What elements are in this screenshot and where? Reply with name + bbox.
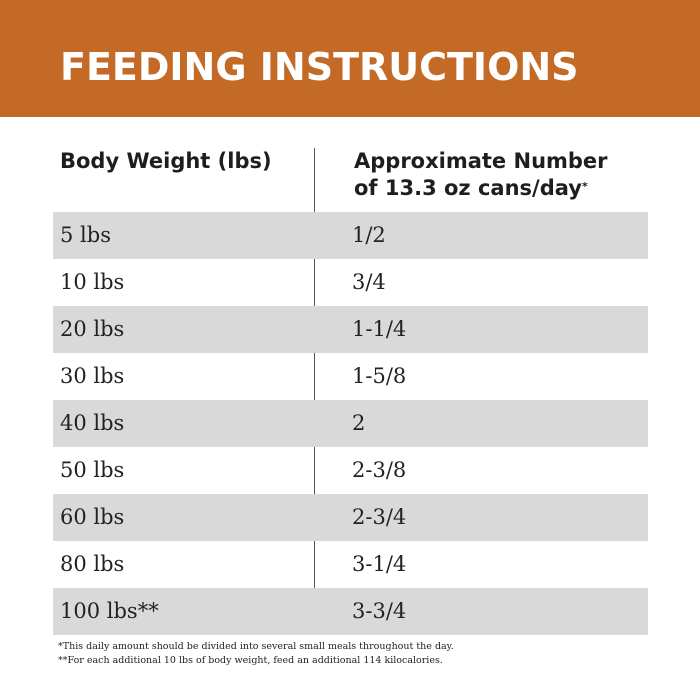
- cell-cans-per-day: 3-3/4: [352, 599, 407, 623]
- page-title: FEEDING INSTRUCTIONS: [60, 45, 579, 89]
- cell-body-weight: 10 lbs: [60, 270, 125, 294]
- column-header-cans-line2: of 13.3 oz cans/day*: [354, 175, 608, 202]
- cell-cans-per-day: 1-5/8: [352, 364, 407, 388]
- footnote-additional-weight: **For each additional 10 lbs of body wei…: [58, 655, 443, 666]
- cell-body-weight: 100 lbs**: [60, 599, 159, 623]
- footnote-daily-amount: *This daily amount should be divided int…: [58, 641, 454, 652]
- cell-cans-per-day: 2-3/8: [352, 458, 407, 482]
- column-header-cans-per-day: Approximate Number of 13.3 oz cans/day*: [354, 148, 608, 202]
- footnote-marker: *: [581, 180, 588, 193]
- cell-body-weight: 30 lbs: [60, 364, 125, 388]
- table-row: 20 lbs 1-1/4: [53, 306, 648, 353]
- cell-body-weight: 5 lbs: [60, 223, 111, 247]
- table-row: 30 lbs 1-5/8: [53, 353, 648, 400]
- table-row: 50 lbs 2-3/8: [53, 447, 648, 494]
- cell-cans-per-day: 3-1/4: [352, 552, 407, 576]
- table-row: 100 lbs** 3-3/4: [53, 588, 648, 635]
- table-row: 60 lbs 2-3/4: [53, 494, 648, 541]
- cell-cans-per-day: 3/4: [352, 270, 386, 294]
- cell-cans-per-day: 1-1/4: [352, 317, 407, 341]
- cell-body-weight: 50 lbs: [60, 458, 125, 482]
- column-header-cans-line1: Approximate Number: [354, 149, 608, 173]
- table-row: 10 lbs 3/4: [53, 259, 648, 306]
- feeding-table: 5 lbs 1/2 10 lbs 3/4 20 lbs 1-1/4 30 lbs…: [53, 212, 648, 635]
- cell-body-weight: 40 lbs: [60, 411, 125, 435]
- cell-cans-per-day: 1/2: [352, 223, 386, 247]
- title-banner: FEEDING INSTRUCTIONS: [0, 0, 700, 117]
- column-header-body-weight: Body Weight (lbs): [60, 149, 272, 173]
- cell-cans-per-day: 2-3/4: [352, 505, 407, 529]
- column-divider: [314, 148, 315, 623]
- cell-body-weight: 20 lbs: [60, 317, 125, 341]
- cell-body-weight: 60 lbs: [60, 505, 125, 529]
- footnotes: *This daily amount should be divided int…: [58, 640, 454, 668]
- table-row: 5 lbs 1/2: [53, 212, 648, 259]
- column-header-cans-line2-text: of 13.3 oz cans/day: [354, 176, 582, 200]
- table-row: 80 lbs 3-1/4: [53, 541, 648, 588]
- table-row: 40 lbs 2: [53, 400, 648, 447]
- cell-body-weight: 80 lbs: [60, 552, 125, 576]
- cell-cans-per-day: 2: [352, 411, 366, 435]
